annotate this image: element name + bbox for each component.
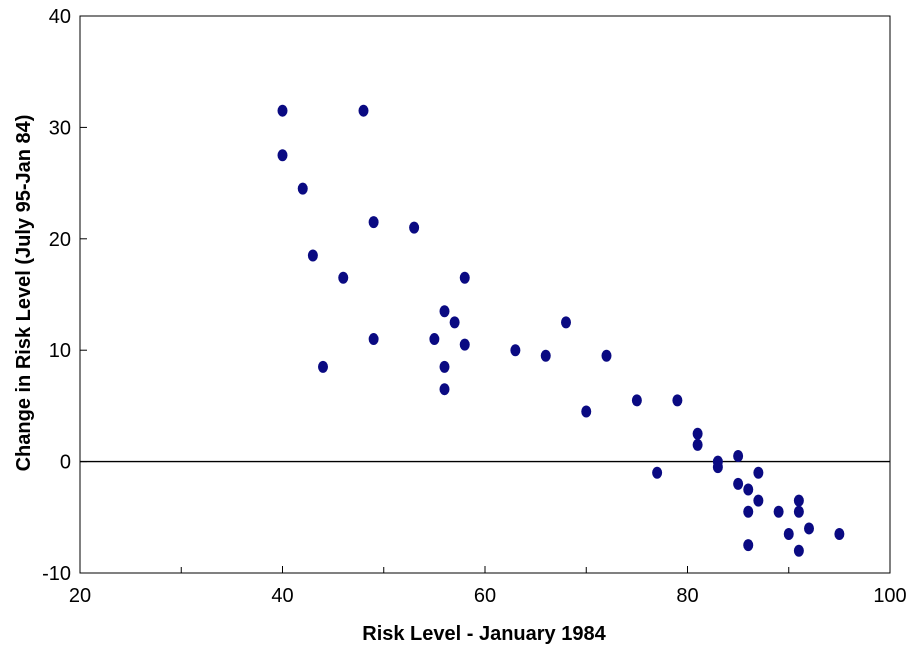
data-point (601, 349, 612, 362)
data-point (753, 494, 764, 507)
x-tick-label: 80 (676, 585, 698, 607)
data-point (449, 316, 460, 329)
data-point (338, 271, 349, 284)
x-tick-label: 40 (271, 585, 293, 607)
data-point (672, 394, 683, 407)
data-point (439, 360, 450, 373)
data-point (459, 338, 470, 351)
data-point (793, 494, 804, 507)
data-point (409, 221, 420, 234)
data-point (358, 104, 369, 117)
data-point (439, 383, 450, 396)
data-point (804, 522, 814, 535)
data-point (733, 477, 744, 490)
data-point (834, 528, 845, 541)
y-tick-label: 40 (49, 6, 71, 28)
data-point (318, 360, 328, 373)
data-point (652, 466, 663, 479)
y-axis-title: Change in Risk Level (July 95-Jan 84) (13, 115, 35, 472)
data-point (277, 104, 288, 117)
data-points (277, 104, 845, 557)
data-point (368, 333, 379, 346)
data-point (510, 344, 521, 357)
data-point (692, 427, 703, 440)
data-point (743, 539, 754, 552)
data-point (743, 505, 754, 518)
data-point (307, 249, 318, 262)
data-point (561, 316, 571, 329)
data-point (439, 305, 450, 318)
data-point (793, 544, 804, 557)
data-point (297, 182, 308, 195)
plot-border (79, 15, 891, 574)
data-point (793, 505, 804, 518)
data-point (783, 528, 794, 541)
y-tick-label: 10 (49, 340, 71, 362)
y-tick-label: 30 (49, 117, 71, 139)
y-axis-ticks: -10 0 10 20 30 40 (42, 6, 87, 585)
data-point (459, 271, 470, 284)
data-point (733, 450, 744, 463)
data-point (773, 505, 784, 518)
x-tick-label: 60 (474, 585, 496, 607)
data-point (692, 438, 703, 451)
data-point (581, 405, 592, 418)
data-point (368, 216, 379, 229)
data-point (277, 149, 288, 162)
plot-frame (79, 15, 891, 574)
data-point (753, 466, 764, 479)
x-tick-label: 20 (69, 585, 91, 607)
y-tick-label: 20 (49, 229, 71, 251)
x-axis-title: Risk Level - January 1984 (362, 623, 606, 645)
data-point (743, 483, 754, 496)
data-point (429, 333, 440, 346)
data-point (540, 349, 551, 362)
data-point (631, 394, 642, 407)
x-tick-label: 100 (873, 585, 906, 607)
y-tick-label: 0 (60, 452, 71, 474)
y-tick-label: -10 (42, 563, 71, 585)
x-axis-ticks: 20 40 60 80 100 (69, 566, 907, 607)
data-point (712, 461, 723, 474)
